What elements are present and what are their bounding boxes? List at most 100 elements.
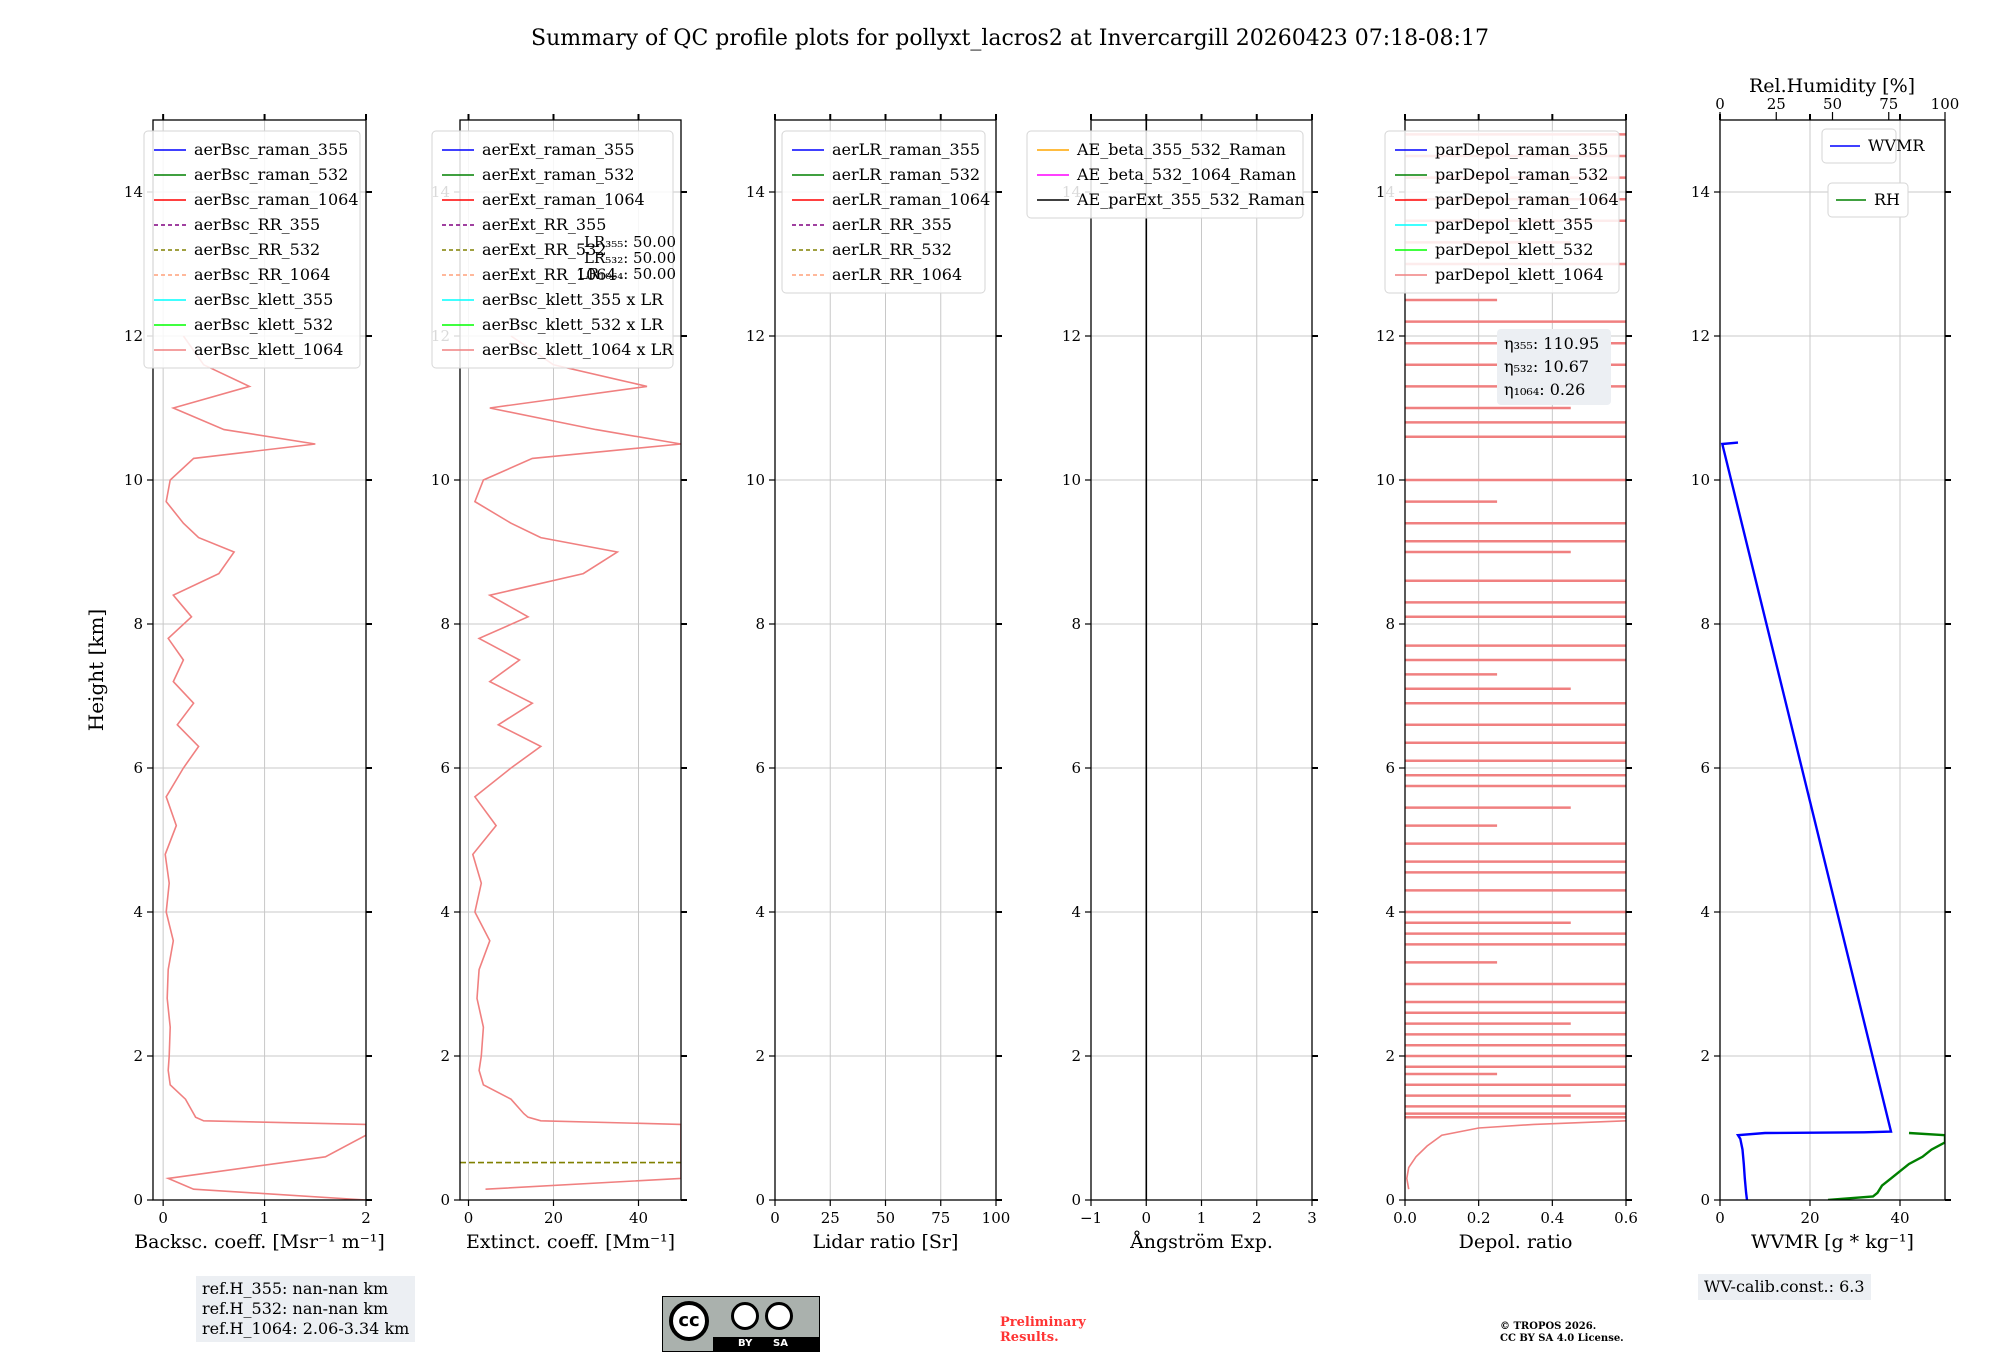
ext-legend: aerExt_raman_355 aerExt_raman_532 aerExt_r… [431,130,674,369]
ae-legend-entry: AE_beta_355_532_Raman [1076,140,1286,159]
ext-legend-entry: aerBsc_klett_532 x LR [482,315,664,334]
lr-legend-entry: aerLR_RR_532 [832,240,952,259]
backscatter-x-axis-label: Backsc. coeff. [Msr⁻¹ m⁻¹] [134,1231,385,1253]
sa-share-icon [765,1302,793,1330]
extinction-xtick-label: 20 [544,1209,563,1227]
extinction-ytick-label: 6 [440,759,450,777]
angstrom-ytick-label: 12 [1062,327,1081,345]
cc-logo-icon: cc [669,1301,709,1341]
ae-legend-entry: AE_beta_532_1064_Raman [1076,165,1296,184]
water-vapor-ytick-label: 0 [1700,1191,1710,1209]
depol-xtick-label: 0.6 [1614,1209,1638,1227]
bsc-legend-entry: aerBsc_klett_355 [194,290,333,309]
figure-title: Summary of QC profile plots for pollyxt_… [531,26,1489,51]
extinction-ytick-label: 8 [440,615,450,633]
angstrom-ytick-label: 10 [1062,471,1081,489]
depol-legend: parDepol_raman_355 parDepol_raman_532 parD… [1384,130,1620,294]
ae-legend-entry: AE_parExt_355_532_Raman [1076,190,1305,209]
eta-box: η₃₅₅: 110.95 η₅₃₂: 10.67 η₁₀₆₄: 0.26 [1497,329,1611,405]
extinction-ytick-label: 4 [440,903,450,921]
y-axis-label: Height [km] [84,609,108,731]
ae-legend: AE_beta_355_532_Raman AE_beta_532_1064_Ra… [1026,130,1305,219]
eta-box-bg [1497,329,1611,405]
by-label: BY [738,1338,753,1349]
lidar-ratio-x-axis-label: Lidar ratio [Sr] [813,1231,959,1253]
lidar-ratio-ytick-label: 12 [746,327,765,345]
angstrom-xtick-label: 2 [1252,1209,1262,1227]
ext-legend-frame [431,130,674,369]
lidar-ratio-xtick-label: 25 [821,1209,840,1227]
backscatter-ytick-label: 4 [133,903,143,921]
lidar-ratio-xtick-label: 75 [931,1209,950,1227]
depol-axes-frame [1404,119,1627,1201]
depol-legend-frame [1384,130,1620,294]
sa-label: SA [773,1338,788,1349]
lidar-ratio-ytick-label: 4 [755,903,765,921]
angstrom-ytick-label: 2 [1071,1047,1081,1065]
rh-legend-label: RH [1874,190,1900,209]
angstrom-xtick-label: −1 [1080,1209,1102,1227]
bsc-legend-entry: aerBsc_raman_532 [194,165,348,184]
depol-ytick-label: 10 [1376,471,1395,489]
depol-x-axis-label: Depol. ratio [1459,1231,1573,1253]
ext-legend-entry: aerExt_RR_355 [482,215,606,234]
ref-heights-box: ref.H_355: nan-nan km ref.H_532: nan-nan… [196,1276,416,1342]
depol-data [1405,133,1626,1190]
water-vapor-xtick-label: 0 [1715,1209,1725,1227]
ext-legend-entry: aerExt_raman_532 [482,165,635,184]
extinction-data [460,335,681,1190]
water-vapor-xtick-label: 20 [1800,1209,1819,1227]
angstrom-ytick-label: 4 [1071,903,1081,921]
cc-license-badge[interactable]: cc BY SA [662,1296,820,1352]
water-vapor-ytick-label: 2 [1700,1047,1710,1065]
lidar-ratio-panel: 0 2 4 6 8 10 12 14 0 25 50 75 100 Lidar ratio [Sr] [746,114,1010,1253]
bsc-legend-entry: aerBsc_raman_1064 [194,190,359,209]
depol-legend-entry: parDepol_raman_1064 [1435,190,1619,209]
water-vapor-xtick-label: 40 [1890,1209,1909,1227]
ext-legend-entry: aerExt_raman_355 [482,140,635,159]
wvmr-legend-label: WVMR [1868,136,1925,155]
backscatter-xtick-label: 0 [158,1209,168,1227]
depol-legend-entry: parDepol_raman_355 [1435,140,1608,159]
by-sa-label-bar: BY SA [713,1337,819,1351]
depol-ytick-label: 0 [1385,1191,1395,1209]
backscatter-xtick-label: 1 [260,1209,270,1227]
cc-logo-text: cc [678,1310,700,1331]
water-vapor-series-rh [1827,1131,1945,1200]
preliminary-results-note: Preliminary Results. [1000,1315,1086,1345]
lidar-ratio-xtick-label: 100 [982,1209,1011,1227]
water-vapor-ytick-label: 14 [1691,183,1710,201]
rh-legend-frame [1827,182,1909,218]
bsc-legend-frame [143,130,361,369]
ext-legend-entry: aerBsc_klett_355 x LR [482,290,664,309]
ext-legend-entry: aerExt_RR_1064 [482,265,617,284]
lr-value-label: LR₃₅₅: 50.00 [584,233,676,251]
ref-height-532: ref.H_532: nan-nan km [202,1299,389,1318]
ae-legend-frame [1026,130,1304,219]
lidar-ratio-xtick-label: 0 [770,1209,780,1227]
eta-value: η₃₅₅: 110.95 [1504,334,1599,353]
water-vapor-ytick-label: 6 [1700,759,1710,777]
backscatter-ytick-label: 2 [133,1047,143,1065]
extinction-xtick-label: 40 [629,1209,648,1227]
backscatter-ytick-label: 8 [133,615,143,633]
bsc-legend-entry: aerBsc_RR_355 [194,215,320,234]
rh-top-tick-label: 75 [1879,95,1898,113]
rh-top-axis-label: Rel.Humidity [%] [1749,75,1915,97]
backscatter-series-aerbsc-klett-1064 [164,335,366,1200]
wv-legends: WVMR RH [1821,128,1925,218]
water-vapor-ytick-label: 10 [1691,471,1710,489]
lidar-ratio-ytick-label: 0 [755,1191,765,1209]
water-vapor-x-axis-label: WVMR [g * kg⁻¹] [1751,1231,1914,1253]
depol-legend-entry: parDepol_klett_1064 [1435,265,1604,284]
angstrom-xtick-label: 1 [1197,1209,1207,1227]
eta-value: η₅₃₂: 10.67 [1504,357,1589,376]
lr-value-label: LR₅₃₂: 50.00 [584,249,676,267]
lidar-ratio-ytick-label: 10 [746,471,765,489]
lr-legend-entry: aerLR_RR_355 [832,215,952,234]
depol-ytick-label: 2 [1385,1047,1395,1065]
angstrom-ytick-label: 0 [1071,1191,1081,1209]
lidar-ratio-ytick-label: 6 [755,759,765,777]
